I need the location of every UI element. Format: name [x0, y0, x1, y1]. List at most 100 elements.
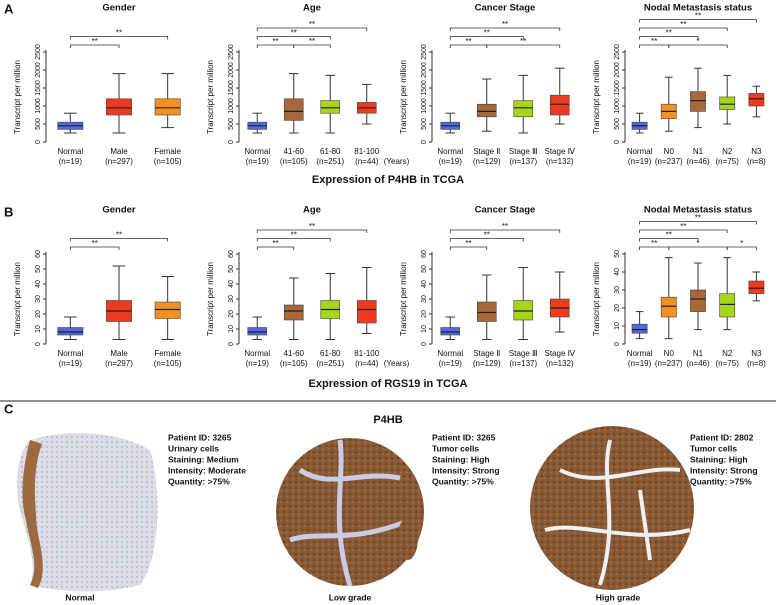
x-tick-sublabel: (n=19)	[628, 359, 652, 368]
significance-label: **	[666, 231, 672, 240]
y-tick-label: 0	[421, 140, 428, 144]
y-tick-label: 40	[614, 268, 621, 276]
sample-info: Intensity: Strong	[690, 465, 758, 475]
significance-label: **	[680, 222, 686, 231]
x-tick-sublabel: (n=105)	[154, 359, 182, 368]
significance-label: **	[651, 37, 657, 46]
y-tick-label: 60	[421, 250, 428, 258]
x-tick-label: Normal	[57, 349, 83, 358]
box	[356, 300, 377, 324]
significance-bracket	[69, 246, 120, 250]
sample-info: Intensity: Moderate	[168, 465, 246, 475]
x-tick-sublabel: (n=132)	[546, 157, 574, 166]
x-tick-sublabel: (n=19)	[59, 157, 83, 166]
y-axis-label: Transcript per million	[592, 262, 601, 336]
sample-info: Quantity: >75%	[168, 476, 230, 486]
box	[690, 91, 706, 112]
y-tick-label: 20	[421, 310, 428, 318]
chart-title: Nodal Metastasis status	[644, 3, 752, 14]
significance-label: **	[651, 239, 657, 248]
box	[748, 280, 765, 294]
sample-info: Tumor cells	[690, 443, 737, 453]
significance-label: **	[309, 222, 315, 231]
sample-info: Patient ID: 2802	[690, 432, 754, 442]
significance-bracket	[639, 229, 728, 233]
x-tick-label: N0	[664, 147, 675, 156]
x-tick-sublabel: (n=129)	[473, 359, 501, 368]
significance-bracket	[69, 36, 169, 40]
x-tick-sublabel: (n=237)	[655, 359, 683, 368]
x-tick-sublabel: (n=44)	[355, 359, 379, 368]
x-tick-label: Normal	[244, 349, 270, 358]
sample-info: Staining: Medium	[168, 454, 239, 464]
significance-label: **	[484, 29, 490, 38]
sample-info: Staining: High	[690, 454, 748, 464]
chart-title: Cancer Stage	[475, 3, 536, 14]
sample-info: Patient ID: 3265	[432, 432, 496, 442]
x-tick-label: Female	[154, 147, 181, 156]
significance-bracket	[486, 44, 561, 48]
y-tick-label: 0	[35, 140, 42, 144]
significance-bracket	[639, 27, 728, 31]
y-tick-label: 0	[228, 140, 235, 144]
x-tick-sublabel: (n=75)	[716, 157, 740, 166]
box	[513, 300, 534, 321]
sample-info: Quantity: >75%	[432, 476, 494, 486]
x-tick-label: N1	[693, 147, 704, 156]
y-tick-label: 30	[614, 286, 621, 294]
significance-bracket	[639, 36, 699, 40]
x-tick-label: Stage Ⅱ	[473, 147, 500, 156]
x-tick-sublabel: (n=251)	[316, 157, 344, 166]
chart-title: Gender	[102, 205, 136, 216]
significance-bracket	[449, 246, 488, 250]
significance-label: **	[272, 239, 278, 248]
sample-info: Intensity: Strong	[432, 465, 500, 475]
y-tick-label: 500	[421, 118, 428, 130]
x-tick-label: N3	[751, 147, 762, 156]
y-tick-label: 40	[228, 280, 235, 288]
y-axis-label: Transcript per million	[592, 60, 601, 134]
y-tick-label: 20	[228, 310, 235, 318]
x-tick-label: Normal	[627, 349, 653, 358]
y-tick-label: 2000	[421, 62, 428, 78]
y-axis-label: Transcript per million	[399, 262, 408, 336]
y-tick-label: 10	[35, 325, 42, 333]
panel-caption: Expression of P4HB in TCGA	[312, 174, 464, 186]
x-tick-label: Male	[110, 147, 128, 156]
significance-label: *	[696, 37, 699, 46]
box	[476, 301, 497, 322]
chart-title: Nodal Metastasis status	[644, 205, 752, 216]
x-tick-sublabel: (n=46)	[686, 157, 710, 166]
significance-bracket	[449, 27, 561, 31]
y-axis-label: Transcript per million	[206, 262, 215, 336]
x-tick-sublabel: (n=105)	[154, 157, 182, 166]
y-tick-label: 500	[614, 118, 621, 130]
y-axis-label: Transcript per million	[13, 262, 22, 336]
x-tick-sublabel: (n=19)	[439, 157, 463, 166]
y-tick-label: 30	[35, 295, 42, 303]
box	[719, 96, 736, 110]
y-tick-label: 0	[228, 342, 235, 346]
box	[690, 289, 706, 312]
x-tick-label: 41-60	[284, 349, 305, 358]
image-caption: Normal	[65, 592, 94, 602]
significance-bracket	[69, 44, 120, 48]
x-tick-label: Stage Ⅲ	[509, 349, 538, 358]
box	[748, 93, 765, 107]
box	[154, 98, 181, 116]
significance-label: **	[502, 222, 508, 231]
panel-label: B	[4, 204, 13, 219]
x-tick-label: Normal	[437, 349, 463, 358]
y-tick-label: 10	[228, 325, 235, 333]
box	[440, 327, 461, 336]
y-tick-label: 50	[421, 265, 428, 273]
significance-label: **	[92, 37, 98, 46]
y-tick-label: 2500	[35, 44, 42, 60]
significance-label: **	[116, 29, 122, 38]
x-tick-sublabel: (n=137)	[509, 359, 537, 368]
significance-bracket	[256, 229, 368, 233]
x-tick-sublabel: (n=251)	[316, 359, 344, 368]
significance-bracket	[449, 238, 524, 242]
y-tick-label: 1000	[614, 98, 621, 114]
x-tick-sublabel: (n=19)	[246, 157, 270, 166]
